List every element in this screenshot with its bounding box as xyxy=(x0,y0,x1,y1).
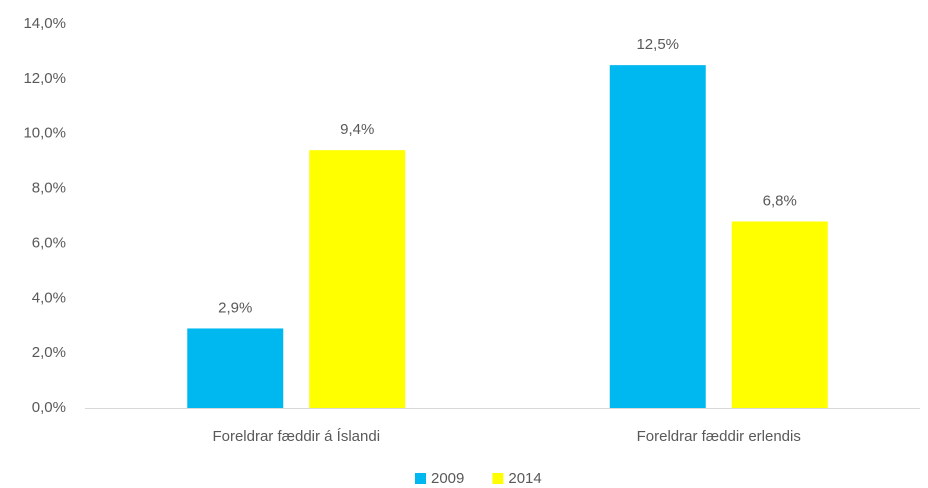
legend-label: 2009 xyxy=(431,470,464,487)
y-tick-label: 10,0% xyxy=(23,125,66,142)
legend-swatch xyxy=(415,473,426,484)
x-tick-label: Foreldrar fæddir erlendis xyxy=(637,428,801,445)
y-tick-label: 8,0% xyxy=(32,180,66,197)
x-tick-label: Foreldrar fæddir á Íslandi xyxy=(212,428,380,445)
bar xyxy=(731,221,828,408)
bar xyxy=(609,65,706,409)
value-label: 9,4% xyxy=(340,121,374,138)
y-tick-label: 0,0% xyxy=(32,399,66,416)
value-label: 6,8% xyxy=(763,192,797,209)
y-tick-label: 14,0% xyxy=(23,15,66,32)
value-label: 12,5% xyxy=(636,36,679,53)
legend-swatch xyxy=(492,473,504,484)
legend-label: 2014 xyxy=(508,470,541,487)
y-tick-label: 6,0% xyxy=(32,234,66,251)
value-label: 2,9% xyxy=(218,299,252,316)
bar xyxy=(187,328,284,408)
y-tick-label: 4,0% xyxy=(32,289,66,306)
bar xyxy=(309,150,406,408)
y-tick-label: 2,0% xyxy=(32,344,66,361)
y-tick-label: 12,0% xyxy=(23,70,66,87)
